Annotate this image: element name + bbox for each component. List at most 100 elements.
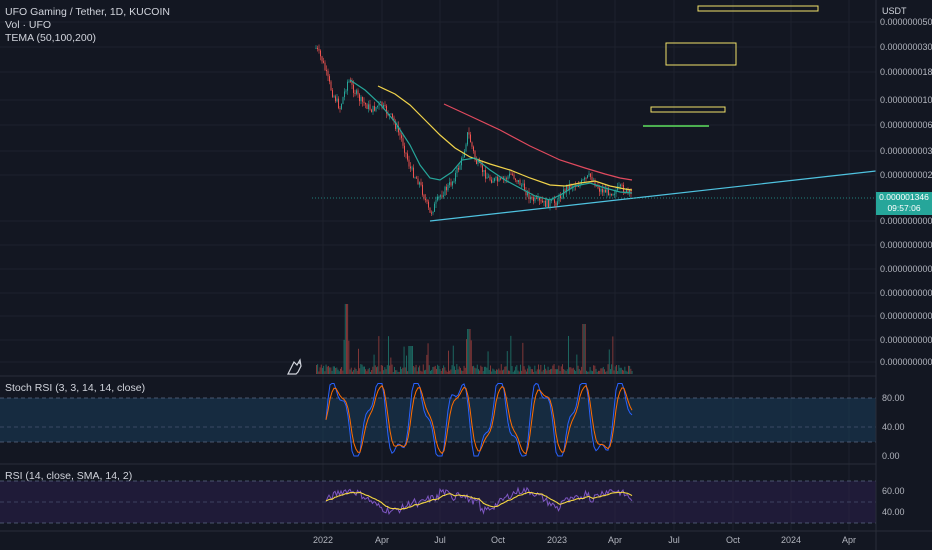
volume-bar bbox=[500, 364, 502, 374]
stoch-k-line bbox=[325, 382, 633, 457]
time-axis[interactable]: 2022 Apr Jul Oct 2023 Apr Jul Oct 2024 Apr bbox=[313, 535, 856, 545]
candle-body bbox=[620, 184, 621, 187]
volume-bar bbox=[355, 369, 357, 374]
candle-body bbox=[527, 191, 528, 196]
candle-body bbox=[432, 211, 434, 214]
candle-body bbox=[540, 200, 542, 202]
volume-bars bbox=[316, 304, 633, 374]
candle-body bbox=[401, 135, 402, 139]
volume-bar bbox=[586, 370, 587, 374]
candle-body bbox=[546, 199, 548, 207]
volume-bar bbox=[336, 367, 338, 374]
candle-body bbox=[462, 157, 464, 159]
volume-legend[interactable]: Vol · UFO bbox=[5, 19, 52, 31]
volume-bar bbox=[342, 370, 344, 374]
annotation-rectangle-1[interactable] bbox=[665, 42, 737, 66]
stoch-rsi-band bbox=[0, 398, 876, 442]
support-trendline[interactable] bbox=[429, 170, 877, 222]
candle-body bbox=[404, 145, 405, 153]
volume-bar bbox=[509, 370, 511, 374]
candle-body bbox=[492, 181, 494, 183]
volume-bar bbox=[419, 365, 421, 374]
candle-body bbox=[437, 196, 438, 201]
volume-bar bbox=[317, 364, 319, 374]
stoch-tick-label: 0.00 bbox=[882, 451, 900, 461]
volume-bar bbox=[604, 369, 605, 374]
volume-bar bbox=[595, 368, 597, 374]
candle-body bbox=[408, 159, 410, 167]
candle-body bbox=[578, 185, 579, 187]
volume-bar bbox=[462, 370, 464, 374]
volume-bar bbox=[371, 370, 373, 374]
price-axis[interactable]: 0.000000050000 0.000000030000 0.0000000180… bbox=[880, 17, 932, 367]
volume-bar bbox=[587, 371, 589, 374]
rsi-legend[interactable]: RSI (14, close, SMA, 14, 2) bbox=[5, 470, 133, 482]
annotation-rectangle-top[interactable] bbox=[697, 5, 819, 12]
volume-bar bbox=[629, 365, 631, 374]
volume-bar bbox=[516, 365, 518, 374]
volume-bar bbox=[526, 371, 527, 374]
volume-bar bbox=[430, 370, 431, 374]
volume-bar bbox=[547, 366, 549, 374]
candle-body bbox=[534, 197, 536, 202]
volume-bar bbox=[535, 371, 537, 374]
volume-bar bbox=[530, 369, 532, 374]
volume-bar bbox=[478, 369, 479, 374]
price-candles[interactable] bbox=[315, 44, 632, 216]
candle-body bbox=[324, 62, 326, 71]
candle-body bbox=[441, 195, 443, 197]
candle-body bbox=[428, 201, 429, 208]
candle-body bbox=[626, 188, 627, 193]
stoch-rsi-legend[interactable]: Stoch RSI (3, 3, 14, 14, close) bbox=[5, 382, 146, 394]
volume-bar bbox=[349, 369, 351, 374]
candle-body bbox=[405, 152, 407, 154]
stoch-axis[interactable]: 80.00 40.00 0.00 bbox=[882, 393, 905, 461]
candle-body bbox=[539, 197, 540, 201]
candle-body bbox=[368, 104, 369, 110]
candle-body bbox=[333, 96, 335, 98]
volume-bar bbox=[420, 370, 422, 374]
candle-body bbox=[494, 178, 495, 182]
candle-body bbox=[453, 181, 455, 183]
tema-100-line bbox=[377, 85, 633, 191]
candle-body bbox=[396, 125, 398, 129]
time-tick-label: 2024 bbox=[781, 535, 801, 545]
candle-body bbox=[341, 103, 342, 109]
candle-body bbox=[374, 105, 375, 111]
candle-body bbox=[627, 188, 629, 192]
time-tick-label: Apr bbox=[608, 535, 622, 545]
symbol-legend[interactable]: UFO Gaming / Tether, 1D, KUCOIN bbox=[5, 6, 170, 18]
volume-bar bbox=[468, 329, 470, 374]
candle-body bbox=[347, 81, 348, 91]
candle-body bbox=[590, 173, 591, 177]
volume-bar bbox=[480, 365, 482, 374]
volume-bar bbox=[498, 368, 500, 374]
candle-body bbox=[402, 138, 404, 146]
time-tick-label: Jul bbox=[668, 535, 680, 545]
candle-body bbox=[458, 167, 459, 170]
candle-body bbox=[617, 186, 618, 191]
rsi-axis[interactable]: 60.00 40.00 bbox=[882, 486, 905, 517]
volume-bar bbox=[541, 371, 543, 374]
tema-legend[interactable]: TEMA (50,100,200) bbox=[5, 32, 97, 44]
candle-body bbox=[357, 90, 359, 95]
annotation-rectangle-2[interactable] bbox=[650, 106, 726, 113]
volume-bar bbox=[548, 370, 550, 374]
price-tick-label: 0.000000050000 bbox=[880, 17, 932, 27]
candle-body bbox=[618, 186, 620, 188]
volume-bar bbox=[395, 370, 397, 374]
volume-bar bbox=[325, 364, 327, 374]
volume-bar bbox=[397, 371, 399, 374]
candle-body bbox=[411, 167, 413, 169]
volume-bar bbox=[580, 370, 581, 374]
candle-body bbox=[588, 173, 590, 176]
volume-bar bbox=[452, 345, 454, 374]
volume-bar bbox=[438, 365, 440, 374]
volume-bar bbox=[504, 366, 506, 374]
candle-body bbox=[606, 187, 608, 193]
volume-bar bbox=[347, 304, 349, 374]
current-price-value: 0.000001346 bbox=[879, 192, 929, 202]
candle-body bbox=[371, 109, 372, 113]
volume-bar bbox=[484, 366, 485, 374]
